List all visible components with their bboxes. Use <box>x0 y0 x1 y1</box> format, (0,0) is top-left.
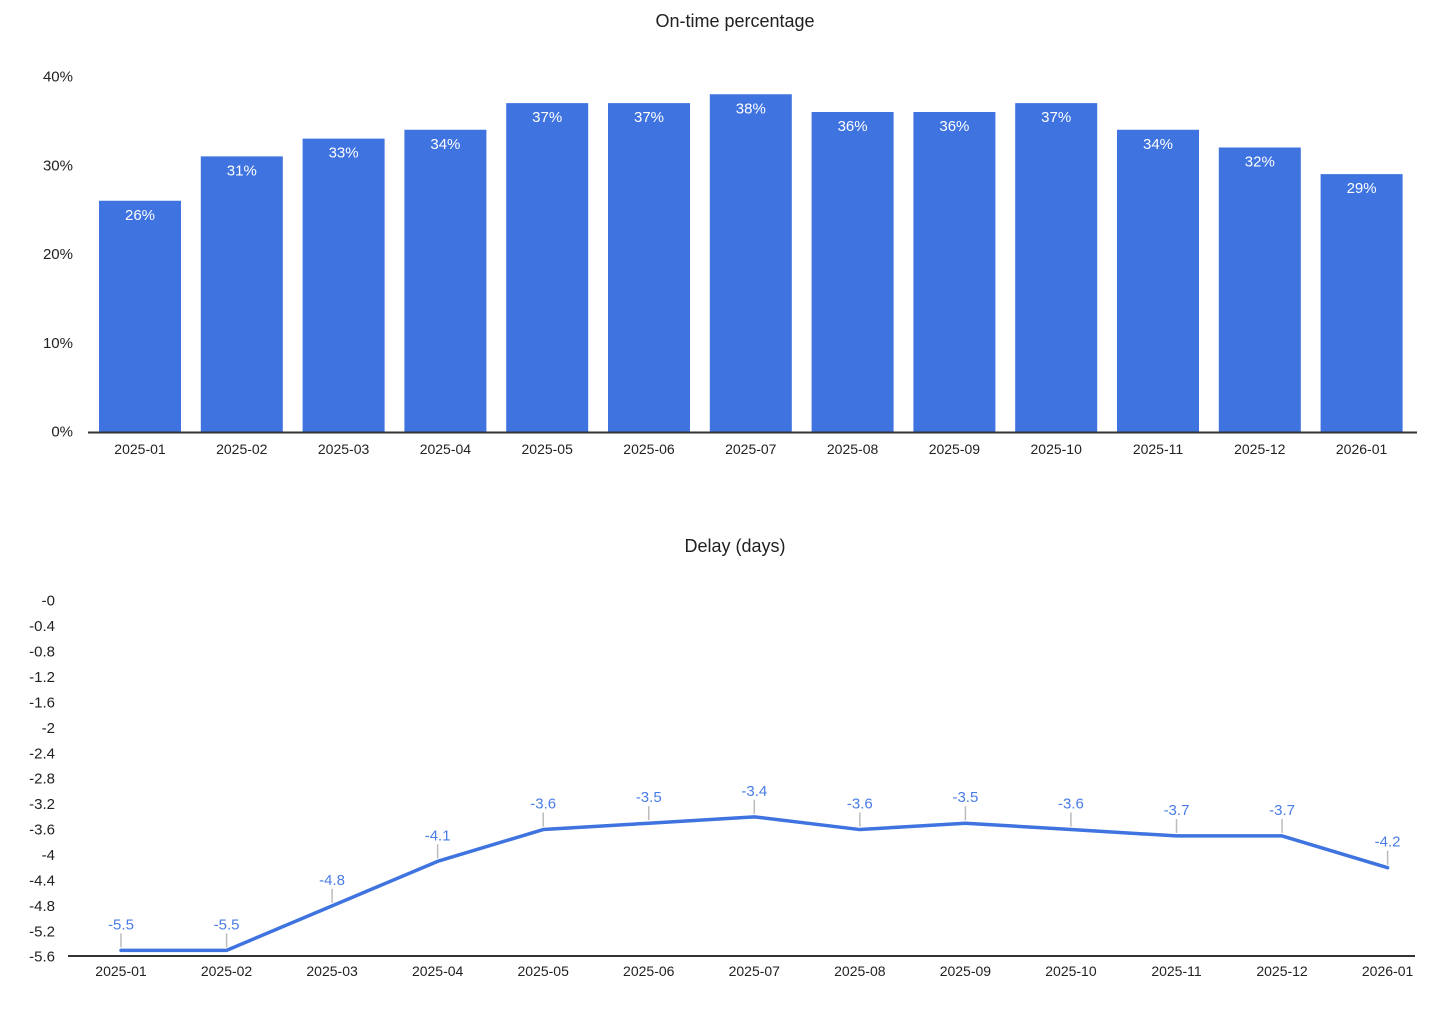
point-value-label: -3.6 <box>1058 796 1084 813</box>
bar-value-label: 36% <box>939 118 969 135</box>
bar-value-label: 34% <box>430 136 460 153</box>
line-chart-svg: -0 -0.4 -0.8 -1.2 -1.6 -2 -2.4 -2.8 -3.2 -3.6 -4 -4… <box>29 593 1415 979</box>
line-y-tick-label: -1.6 <box>29 694 55 711</box>
point-value-label: -3.5 <box>952 789 978 806</box>
line-y-tick-label: -4.8 <box>29 898 55 915</box>
bar <box>1218 147 1301 432</box>
bar <box>200 156 283 432</box>
bar-x-tick-label: 2025-03 <box>318 441 370 457</box>
point-value-label: -3.6 <box>847 796 873 813</box>
bar-y-tick-label: 10% <box>43 335 73 352</box>
point-value-label: -3.6 <box>530 796 556 813</box>
delay-chart: Delay (days) -0 -0.4 -0.8 -1.2 -1.6 -2 -2.4 -2.… <box>0 510 1442 1010</box>
bar <box>99 200 181 432</box>
bar-value-label: 37% <box>532 109 562 126</box>
bar <box>913 112 996 432</box>
bar-y-tick-label: 0% <box>51 424 73 441</box>
point-value-label: -5.5 <box>108 916 134 933</box>
line-x-tick-label: 2025-09 <box>940 963 992 979</box>
bar-x-tick-label: 2025-07 <box>725 441 777 457</box>
bar-y-tick-label: 30% <box>43 157 73 174</box>
point-value-label: -3.4 <box>741 783 767 800</box>
point-value-label: -3.5 <box>636 789 662 806</box>
bar-value-label: 36% <box>838 118 868 135</box>
bar-x-tick-label: 2026-01 <box>1336 441 1388 457</box>
line-y-tick-label: -2.4 <box>29 745 55 762</box>
line-x-tick-label: 2025-03 <box>306 963 358 979</box>
line-y-tick-label: -2.8 <box>29 771 55 788</box>
bar <box>709 94 792 432</box>
bar <box>1117 129 1199 432</box>
point-value-label: -5.5 <box>214 916 240 933</box>
line-x-tick-label: 2025-10 <box>1045 963 1097 979</box>
point-value-label: -3.7 <box>1269 802 1295 819</box>
line-x-tick-label: 2025-05 <box>518 963 570 979</box>
bar-x-tick-label: 2025-11 <box>1133 441 1184 457</box>
bar <box>608 103 690 432</box>
point-value-label: -3.7 <box>1164 802 1190 819</box>
bar <box>506 103 589 432</box>
bar-value-label: 29% <box>1347 180 1377 197</box>
line-x-tick-label: 2025-12 <box>1256 963 1308 979</box>
bar-chart-title: On-time percentage <box>655 11 815 31</box>
on-time-chart: On-time percentage 0% 10% 20% 30% 40% 26% 2025… <box>43 11 1417 457</box>
bar-x-tick-label: 2025-01 <box>114 441 166 457</box>
line-x-tick-label: 2025-11 <box>1151 963 1202 979</box>
line-y-tick-label: -3.6 <box>29 822 55 839</box>
line-x-tick-label: 2025-02 <box>201 963 253 979</box>
line-y-tick-label: -5.6 <box>29 949 55 966</box>
bar <box>811 112 894 432</box>
line-y-tick-label: -4.4 <box>29 872 55 889</box>
bar-y-tick-label: 20% <box>43 246 73 263</box>
bar <box>302 138 385 432</box>
bar-value-label: 38% <box>736 100 766 117</box>
point-value-label: -4.1 <box>425 827 451 844</box>
bar-value-label: 37% <box>634 109 664 126</box>
bar-chart-svg: 0% 10% 20% 30% 40% 26% 2025-01 31% 2025-02 33% 202… <box>43 69 1417 457</box>
line-y-tick-label: -0 <box>42 593 55 610</box>
bar-value-label: 26% <box>125 207 155 224</box>
bar-value-label: 33% <box>329 145 359 162</box>
line-chart-title: Delay (days) <box>684 536 786 556</box>
bar-x-tick-label: 2025-08 <box>827 441 879 457</box>
bar-x-tick-label: 2025-10 <box>1031 441 1083 457</box>
bar <box>404 129 487 432</box>
line-x-tick-label: 2025-07 <box>729 963 781 979</box>
bar-x-tick-label: 2025-02 <box>216 441 268 457</box>
bar <box>1015 103 1098 432</box>
delay-line-series <box>119 815 1390 953</box>
line-y-tick-label: -3.2 <box>29 796 55 813</box>
bar <box>1320 174 1403 432</box>
bar-value-label: 32% <box>1245 154 1275 171</box>
point-value-label: -4.8 <box>319 872 345 889</box>
line-y-tick-label: -4 <box>42 847 55 864</box>
line-y-tick-label: -2 <box>42 720 55 737</box>
bar-x-tick-label: 2025-12 <box>1234 441 1286 457</box>
bar-value-label: 37% <box>1041 109 1071 126</box>
line-y-tick-label: -0.4 <box>29 618 55 635</box>
bar-value-label: 34% <box>1143 136 1173 153</box>
bar-x-tick-label: 2025-06 <box>623 441 675 457</box>
bar-x-tick-label: 2025-04 <box>420 441 472 457</box>
point-value-label: -4.2 <box>1375 834 1401 851</box>
line-x-tick-label: 2025-08 <box>834 963 886 979</box>
line-y-tick-label: -1.2 <box>29 669 55 686</box>
bar-y-tick-label: 40% <box>43 69 73 86</box>
line-y-tick-label: -5.2 <box>29 923 55 940</box>
line-x-tick-label: 2026-01 <box>1362 963 1414 979</box>
line-x-tick-label: 2025-01 <box>95 963 147 979</box>
line-y-tick-label: -0.8 <box>29 644 55 661</box>
line-x-tick-label: 2025-04 <box>412 963 464 979</box>
bar-x-tick-label: 2025-05 <box>522 441 574 457</box>
line-x-tick-label: 2025-06 <box>623 963 675 979</box>
bar-x-tick-label: 2025-09 <box>929 441 981 457</box>
bar-value-label: 31% <box>227 162 257 179</box>
